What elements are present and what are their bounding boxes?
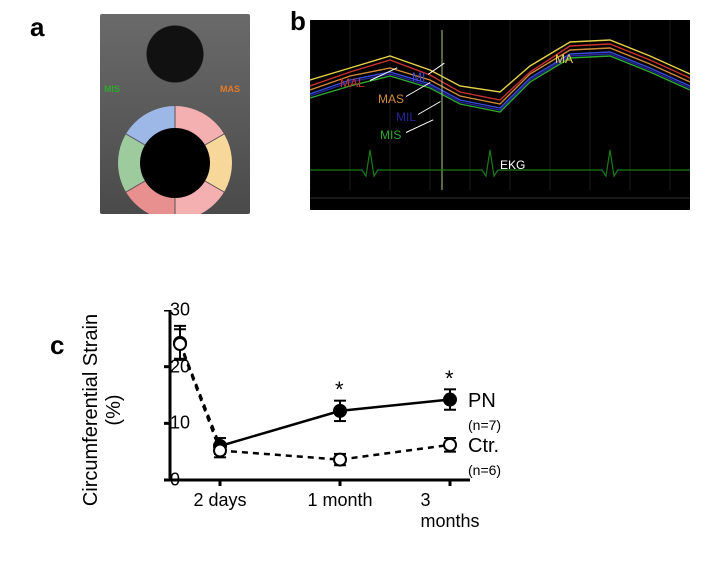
trace-plot <box>310 20 690 210</box>
legend-entry: Ctr. (n=6) <box>468 435 501 481</box>
trace-label: EKG <box>500 158 525 172</box>
y-axis-title: Circumferential Strain(%) <box>80 310 126 510</box>
significance-star: * <box>445 366 454 392</box>
panel-label-a: a <box>30 12 44 43</box>
trace-label: MAS <box>378 92 404 106</box>
x-tick-label: 3 months <box>420 490 479 532</box>
segment-label: MAS <box>220 84 240 94</box>
trace-label: MIL <box>396 110 416 124</box>
panel-a-echocardiogram: MIS MAS <box>100 14 250 214</box>
trace-label: MA <box>555 52 573 66</box>
chart-svg <box>150 310 470 510</box>
trace-label: MAL <box>340 76 365 90</box>
segment-label: MIS <box>104 84 120 94</box>
legend-entry: PN (n=7) <box>468 390 501 436</box>
x-tick-label: 2 days <box>193 490 246 511</box>
significance-star: * <box>335 377 344 403</box>
panel-label-b: b <box>290 6 306 37</box>
panel-c-chart: Circumferential Strain(%) 0102030 2 days… <box>150 310 470 510</box>
panel-label-c: c <box>50 330 64 361</box>
trace-label: MIS <box>380 128 401 142</box>
trace-label: MI <box>412 70 425 84</box>
x-tick-label: 1 month <box>307 490 372 511</box>
panel-b-strain-traces: MA MAL MI MAS MIL MIS EKG <box>310 20 690 210</box>
segment-ring <box>118 106 232 214</box>
